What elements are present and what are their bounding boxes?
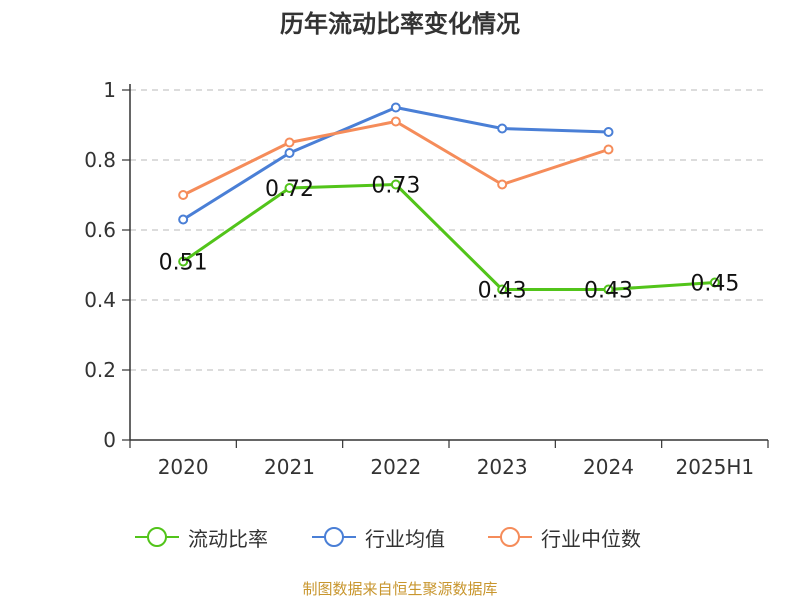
data-source-note: 制图数据来自恒生聚源数据库	[302, 580, 498, 598]
data-label: 0.73	[371, 174, 420, 199]
series-line-0	[182, 183, 715, 291]
y-tick-label: 0	[103, 428, 116, 452]
y-tick-label: 0.2	[84, 358, 116, 382]
data-label: 0.51	[159, 251, 208, 276]
data-point[interactable]	[390, 116, 401, 127]
legend-item-industry-mean[interactable]: 行业均值	[311, 522, 445, 552]
legend-label: 行业中位数	[541, 526, 641, 551]
data-label: 0.43	[478, 279, 527, 304]
data-point[interactable]	[284, 137, 295, 148]
data-label: 0.45	[690, 272, 739, 297]
legend-item-current-ratio[interactable]: 流动比率	[134, 522, 268, 552]
legend-label: 流动比率	[188, 526, 268, 551]
legend-industry-mean-icon	[312, 527, 356, 547]
data-point[interactable]	[284, 148, 295, 158]
y-tick-label: 0.6	[84, 218, 116, 242]
x-tick-label: 2024	[583, 455, 634, 479]
data-label: 0.43	[584, 279, 633, 304]
x-tick-label: 2022	[370, 455, 421, 479]
data-point[interactable]	[497, 284, 508, 295]
data-point[interactable]	[603, 127, 614, 137]
data-point[interactable]	[178, 214, 189, 225]
x-tick-label: 2020	[158, 455, 209, 479]
legend-current-ratio-icon	[135, 527, 179, 547]
data-point[interactable]	[603, 284, 614, 295]
y-tick-label: 1	[103, 78, 116, 102]
y-tick-label: 0.8	[84, 148, 116, 172]
data-point[interactable]	[284, 183, 295, 193]
y-tick-label: 0.4	[84, 288, 116, 312]
data-point[interactable]	[497, 123, 508, 134]
x-tick-label: 2021	[264, 455, 315, 479]
data-point[interactable]	[390, 102, 401, 113]
data-point[interactable]	[497, 179, 508, 190]
data-label: 0.72	[265, 177, 314, 202]
chart-title: 历年流动比率变化情况	[280, 10, 520, 38]
data-point[interactable]	[603, 144, 614, 155]
x-tick-label: 2025H1	[675, 455, 754, 479]
data-point[interactable]	[178, 256, 189, 267]
legend-label: 行业均值	[365, 526, 445, 551]
chart-legend: 流动比率 行业均值 行业中位数	[0, 522, 800, 552]
legend-item-industry-median[interactable]: 行业中位数	[487, 522, 641, 552]
legend-industry-median-icon	[488, 527, 532, 547]
x-tick-label: 2023	[477, 455, 528, 479]
data-point[interactable]	[178, 190, 189, 200]
data-point[interactable]	[390, 179, 401, 190]
data-point[interactable]	[709, 277, 720, 288]
